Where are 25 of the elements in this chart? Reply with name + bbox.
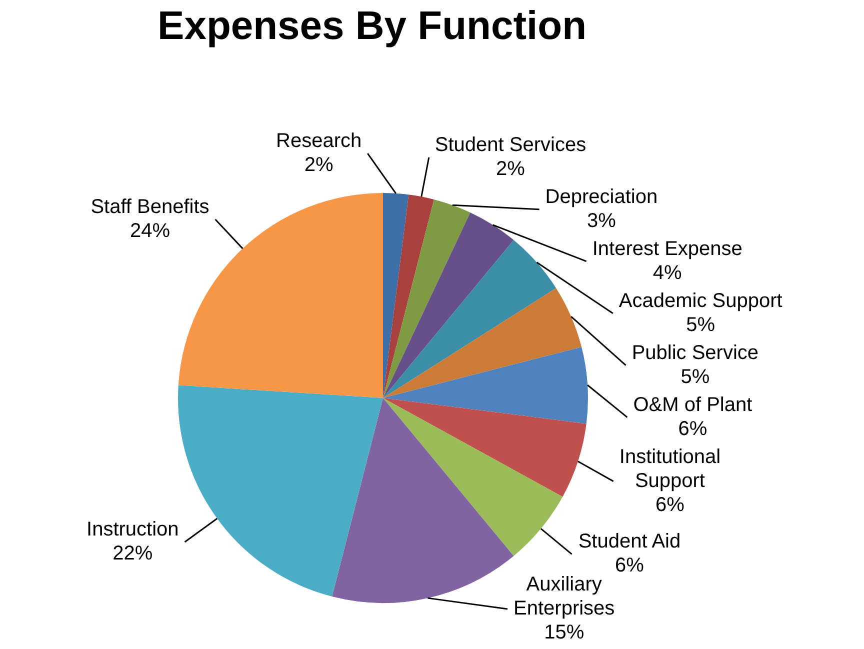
data-label: 6% <box>678 418 708 440</box>
slice-label: Interest Expense <box>592 238 742 260</box>
slice-label: Auxiliary Enterprises <box>514 574 615 620</box>
slice-label: Student Aid <box>578 530 681 553</box>
data-label: 6% <box>615 554 644 577</box>
slice-label: Public Service <box>632 342 759 364</box>
data-label: 5% <box>686 314 716 336</box>
data-label: 6% <box>656 494 685 516</box>
slice-label: Student Services <box>434 134 586 156</box>
slice-label: Research <box>276 130 362 152</box>
data-label: 5% <box>680 366 710 388</box>
data-label: 15% <box>544 622 584 644</box>
data-label: 4% <box>652 262 682 284</box>
data-label: 24% <box>130 220 170 242</box>
chart-title: Expenses By Function <box>158 4 586 48</box>
slice-label: Depreciation <box>545 186 658 208</box>
slice-label: Institutional Support <box>619 446 721 492</box>
data-label: 2% <box>496 158 526 180</box>
data-label: 22% <box>112 542 153 565</box>
data-label: 2% <box>304 154 334 176</box>
slice-label: O&M of Plant <box>633 394 753 416</box>
slice-label: Staff Benefits <box>90 196 210 218</box>
data-label: 3% <box>587 210 616 232</box>
slice-label: Instruction <box>86 518 179 541</box>
slice-label: Academic Support <box>618 290 783 312</box>
